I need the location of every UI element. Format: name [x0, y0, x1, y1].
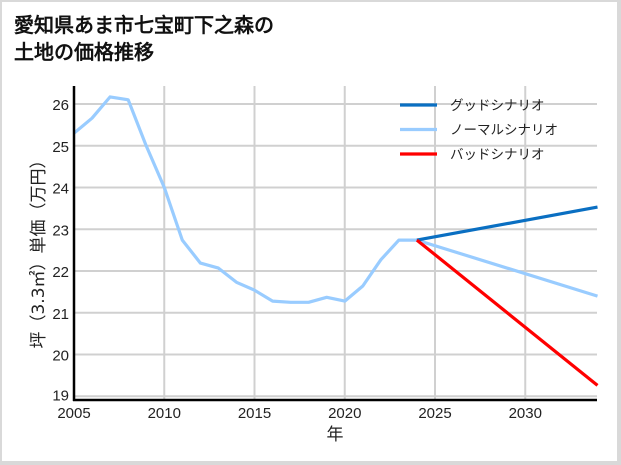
series-line: [416, 205, 598, 242]
y-tick-label: 20: [52, 348, 69, 365]
y-tick-label: 21: [52, 306, 69, 323]
y-tick-label: 25: [52, 139, 69, 156]
axes: [72, 86, 597, 402]
grid-lines: [73, 86, 597, 400]
tick-labels: 2005 2010 2015 2020 2025 2030 19 20 21 22 23 24 25 26: [52, 97, 542, 422]
y-axis-label: 坪（3.3㎡）単価（万円）: [29, 151, 49, 348]
y-tick-label: 24: [52, 181, 69, 198]
legend-label: グッドシナリオ: [450, 98, 545, 114]
y-tick-label: 19: [52, 387, 69, 404]
x-tick-label: 2030: [509, 405, 542, 422]
series-lines: [72, 95, 599, 387]
x-tick-label: 2010: [148, 405, 181, 422]
y-tick-label: 22: [52, 264, 69, 281]
legend-label: バッドシナリオ: [450, 147, 545, 163]
legend-label: ノーマルシナリオ: [450, 123, 558, 139]
series-line: [72, 95, 598, 304]
x-tick-label: 2025: [418, 405, 451, 422]
y-tick-label: 26: [52, 97, 69, 114]
x-tick-label: 2015: [238, 405, 271, 422]
series-line: [415, 238, 599, 387]
y-tick-label: 23: [52, 222, 69, 239]
x-tick-label: 2005: [57, 405, 90, 422]
chart-frame: [2, 2, 617, 461]
x-tick-label: 2020: [328, 405, 361, 422]
chart-title: 愛知県あま市七宝町下之森の 土地の価格推移: [14, 13, 274, 64]
x-axis-label: 年: [327, 425, 344, 445]
